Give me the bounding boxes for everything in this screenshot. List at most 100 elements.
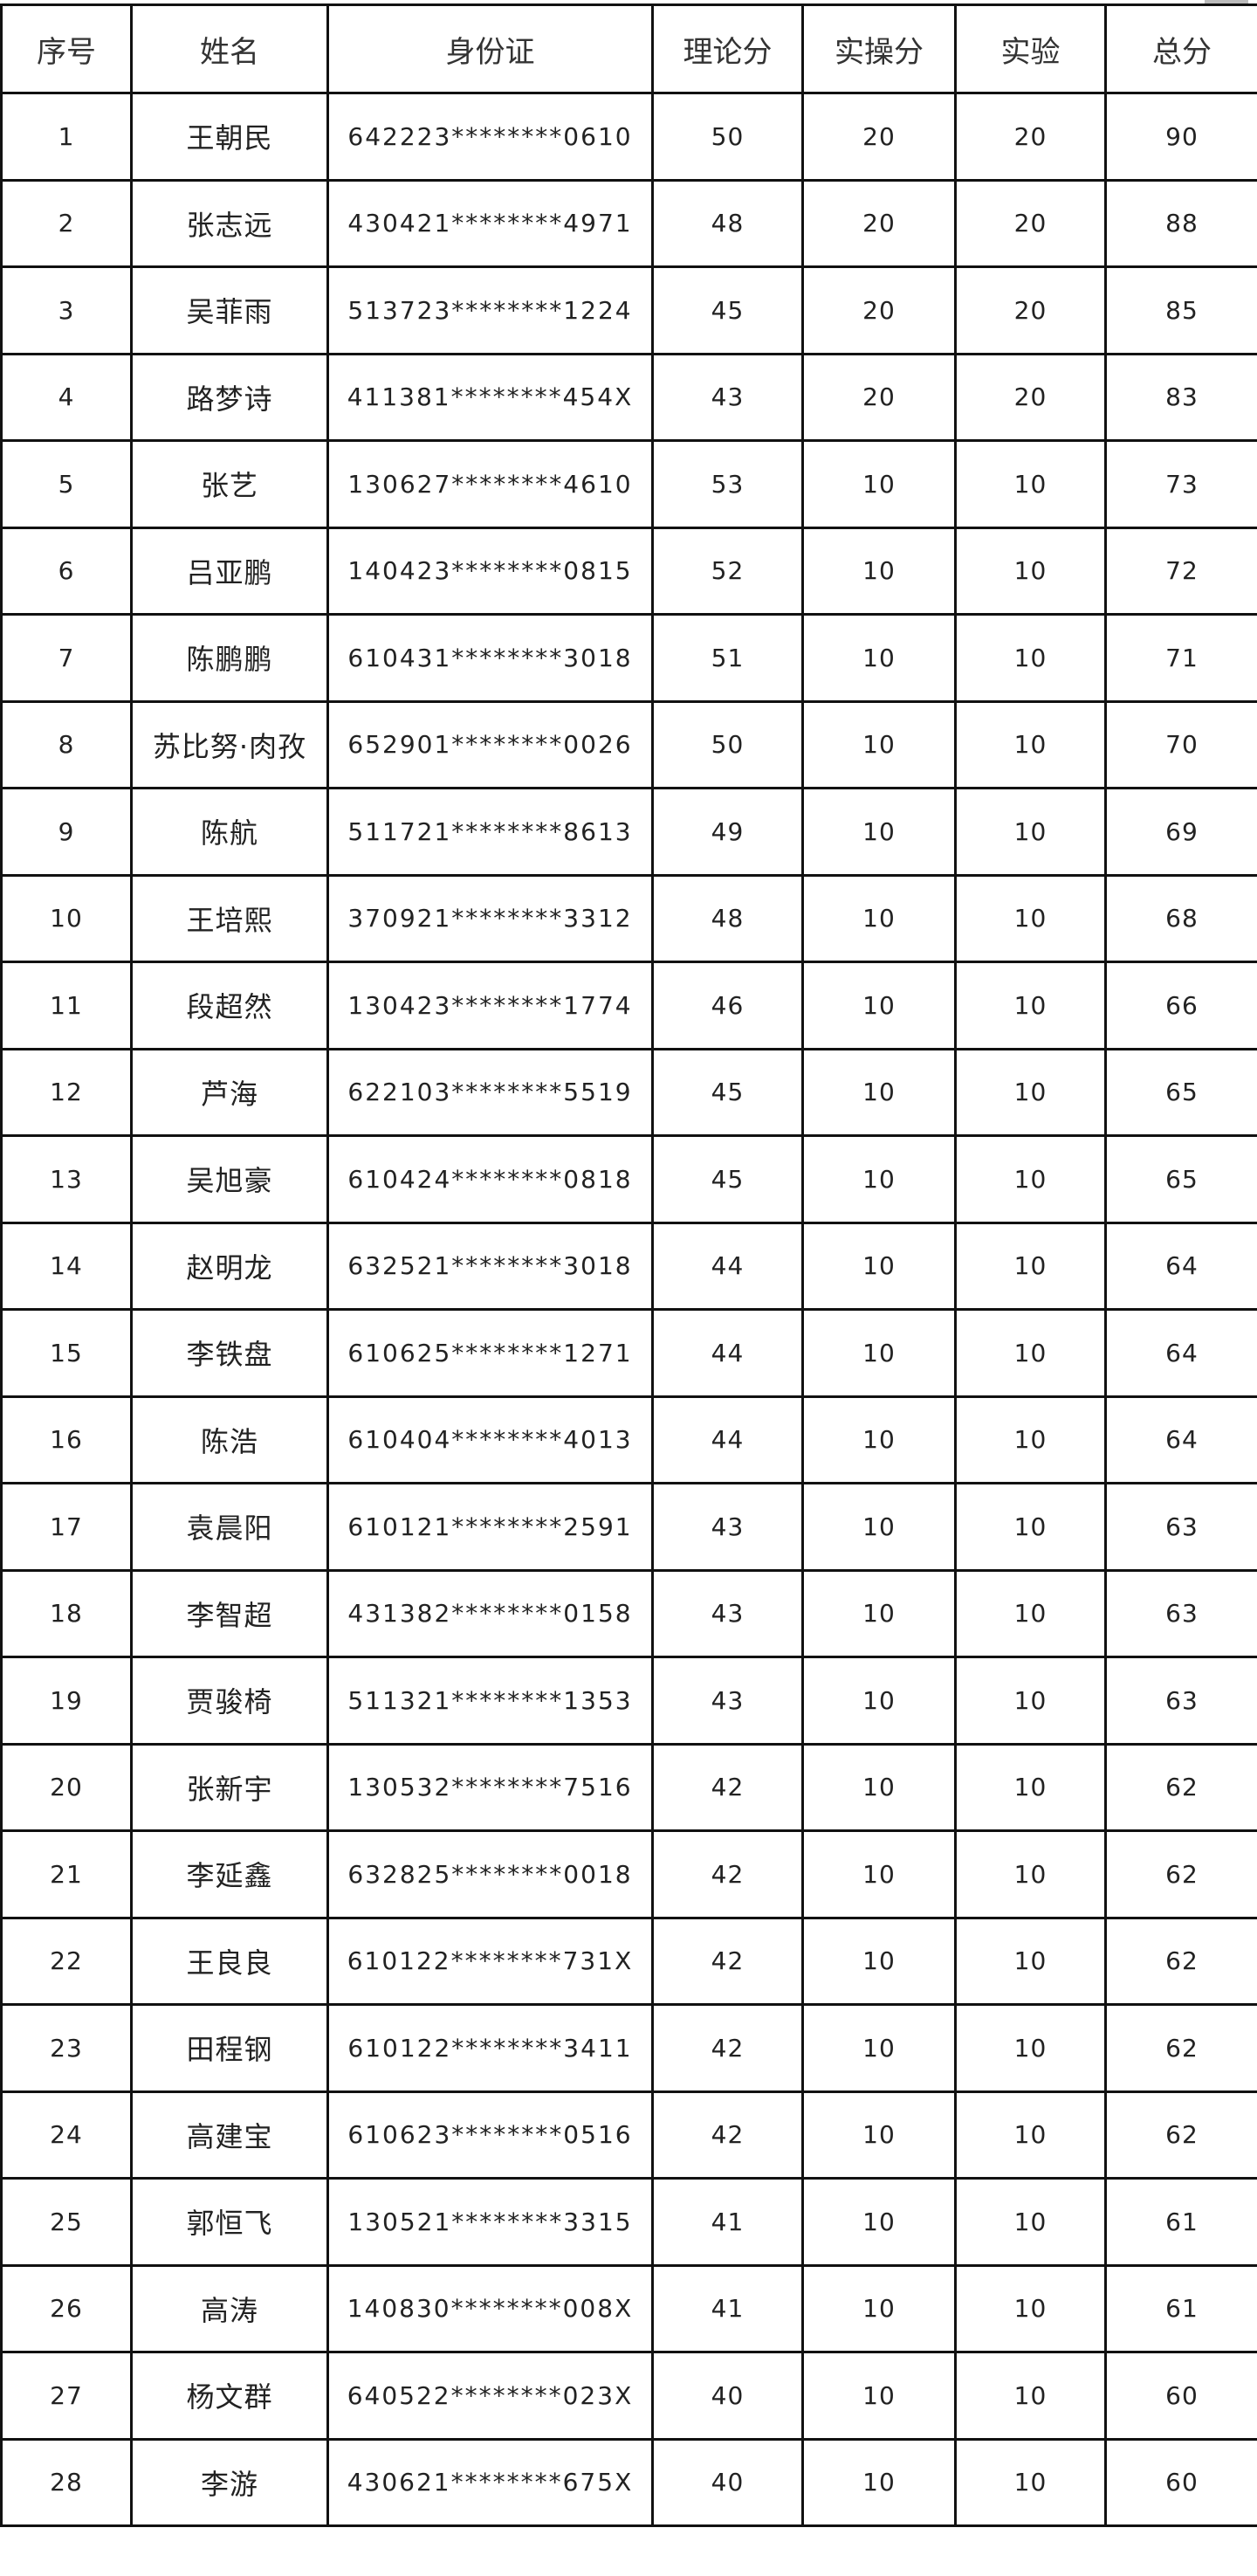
cell-id-number: 140830********008X	[326, 2263, 654, 2353]
table-row: 12 芦海 622103********5519 45 10 10 65	[0, 1047, 1257, 1137]
cell-total-score: 73	[1104, 439, 1257, 529]
cell-name: 李游	[130, 2437, 329, 2527]
cell-index: 18	[0, 1568, 133, 1658]
header-row: 序号 姓名 身份证 理论分 实操分 实验 总分	[0, 3, 1257, 94]
cell-index: 13	[0, 1134, 133, 1224]
cell-id-number: 632521********3018	[326, 1221, 654, 1311]
cell-index: 19	[0, 1656, 133, 1746]
cell-name: 张新宇	[130, 1742, 329, 1832]
cell-practical-score: 10	[801, 2090, 957, 2180]
table-row: 4 路梦诗 411381********454X 43 20 20 83	[0, 352, 1257, 442]
cell-id-number: 130532********7516	[326, 1742, 654, 1832]
table-row: 23 田程钢 610122********3411 42 10 10 62	[0, 2003, 1257, 2093]
cell-id-number: 610122********3411	[326, 2003, 654, 2093]
cell-name: 李智超	[130, 1568, 329, 1658]
table-row: 16 陈浩 610404********4013 44 10 10 64	[0, 1395, 1257, 1484]
cell-theory-score: 42	[651, 2090, 804, 2180]
cell-id-number: 370921********3312	[326, 873, 654, 963]
cell-name: 陈鹏鹏	[130, 613, 329, 703]
cell-theory-score: 42	[651, 1916, 804, 2006]
cell-theory-score: 50	[651, 92, 804, 182]
cell-theory-score: 45	[651, 265, 804, 355]
cell-theory-score: 48	[651, 178, 804, 268]
cell-total-score: 62	[1104, 2090, 1257, 2180]
cell-name: 田程钢	[130, 2003, 329, 2093]
cell-practical-score: 10	[801, 961, 957, 1050]
cell-theory-score: 43	[651, 352, 804, 442]
cell-index: 10	[0, 873, 133, 963]
cell-total-score: 60	[1104, 2437, 1257, 2527]
table-row: 9 陈航 511721********8613 49 10 10 69	[0, 787, 1257, 877]
cell-index: 20	[0, 1742, 133, 1832]
cell-index: 15	[0, 1308, 133, 1398]
cell-index: 16	[0, 1395, 133, 1484]
cell-id-number: 130423********1774	[326, 961, 654, 1050]
cell-theory-score: 43	[651, 1568, 804, 1658]
header-theory-score: 理论分	[651, 3, 804, 94]
cell-total-score: 90	[1104, 92, 1257, 182]
cell-practical-score: 10	[801, 2177, 957, 2267]
cell-theory-score: 41	[651, 2263, 804, 2353]
cell-theory-score: 53	[651, 439, 804, 529]
header-total-score: 总分	[1104, 3, 1257, 94]
cell-theory-score: 45	[651, 1134, 804, 1224]
cell-index: 21	[0, 1829, 133, 1919]
cell-practical-score: 10	[801, 1916, 957, 2006]
cell-id-number: 632825********0018	[326, 1829, 654, 1919]
cell-id-number: 610424********0818	[326, 1134, 654, 1224]
cell-experiment-score: 10	[954, 961, 1107, 1050]
cell-practical-score: 10	[801, 1568, 957, 1658]
cell-practical-score: 20	[801, 178, 957, 268]
cell-experiment-score: 10	[954, 1916, 1107, 2006]
cell-experiment-score: 20	[954, 178, 1107, 268]
cell-id-number: 431382********0158	[326, 1568, 654, 1658]
cell-id-number: 610121********2591	[326, 1482, 654, 1572]
cell-theory-score: 46	[651, 961, 804, 1050]
cell-name: 高建宝	[130, 2090, 329, 2180]
cell-theory-score: 43	[651, 1656, 804, 1746]
cell-index: 4	[0, 352, 133, 442]
cell-name: 陈浩	[130, 1395, 329, 1484]
cell-practical-score: 10	[801, 439, 957, 529]
table-row: 21 李延鑫 632825********0018 42 10 10 62	[0, 1829, 1257, 1919]
cell-id-number: 622103********5519	[326, 1047, 654, 1137]
cell-name: 郭恒飞	[130, 2177, 329, 2267]
cell-name: 吕亚鹏	[130, 526, 329, 616]
table-row: 11 段超然 130423********1774 46 10 10 66	[0, 961, 1257, 1050]
cell-practical-score: 10	[801, 1221, 957, 1311]
cell-theory-score: 41	[651, 2177, 804, 2267]
table-row: 1 王朝民 642223********0610 50 20 20 90	[0, 92, 1257, 182]
cell-total-score: 63	[1104, 1482, 1257, 1572]
cell-theory-score: 40	[651, 2351, 804, 2441]
cell-theory-score: 51	[651, 613, 804, 703]
table-row: 15 李铁盘 610625********1271 44 10 10 64	[0, 1308, 1257, 1398]
cell-experiment-score: 10	[954, 1221, 1107, 1311]
cell-practical-score: 10	[801, 526, 957, 616]
cell-experiment-score: 10	[954, 2437, 1107, 2527]
cell-practical-score: 10	[801, 873, 957, 963]
cell-experiment-score: 20	[954, 265, 1107, 355]
cell-id-number: 130521********3315	[326, 2177, 654, 2267]
header-experiment-score: 实验	[954, 3, 1107, 94]
cell-id-number: 430421********4971	[326, 178, 654, 268]
table-row: 2 张志远 430421********4971 48 20 20 88	[0, 178, 1257, 268]
cell-name: 王朝民	[130, 92, 329, 182]
cell-total-score: 83	[1104, 352, 1257, 442]
cell-experiment-score: 10	[954, 1656, 1107, 1746]
cell-experiment-score: 10	[954, 1308, 1107, 1398]
cell-theory-score: 48	[651, 873, 804, 963]
table-row: 28 李游 430621********675X 40 10 10 60	[0, 2437, 1257, 2527]
cell-name: 杨文群	[130, 2351, 329, 2441]
cell-id-number: 652901********0026	[326, 699, 654, 789]
cell-experiment-score: 10	[954, 1742, 1107, 1832]
cell-index: 26	[0, 2263, 133, 2353]
cell-practical-score: 10	[801, 2263, 957, 2353]
cell-theory-score: 44	[651, 1221, 804, 1311]
cell-id-number: 640522********023X	[326, 2351, 654, 2441]
cell-total-score: 66	[1104, 961, 1257, 1050]
cell-theory-score: 40	[651, 2437, 804, 2527]
cell-theory-score: 52	[651, 526, 804, 616]
cell-theory-score: 44	[651, 1308, 804, 1398]
cell-practical-score: 10	[801, 1047, 957, 1137]
cell-practical-score: 10	[801, 2351, 957, 2441]
